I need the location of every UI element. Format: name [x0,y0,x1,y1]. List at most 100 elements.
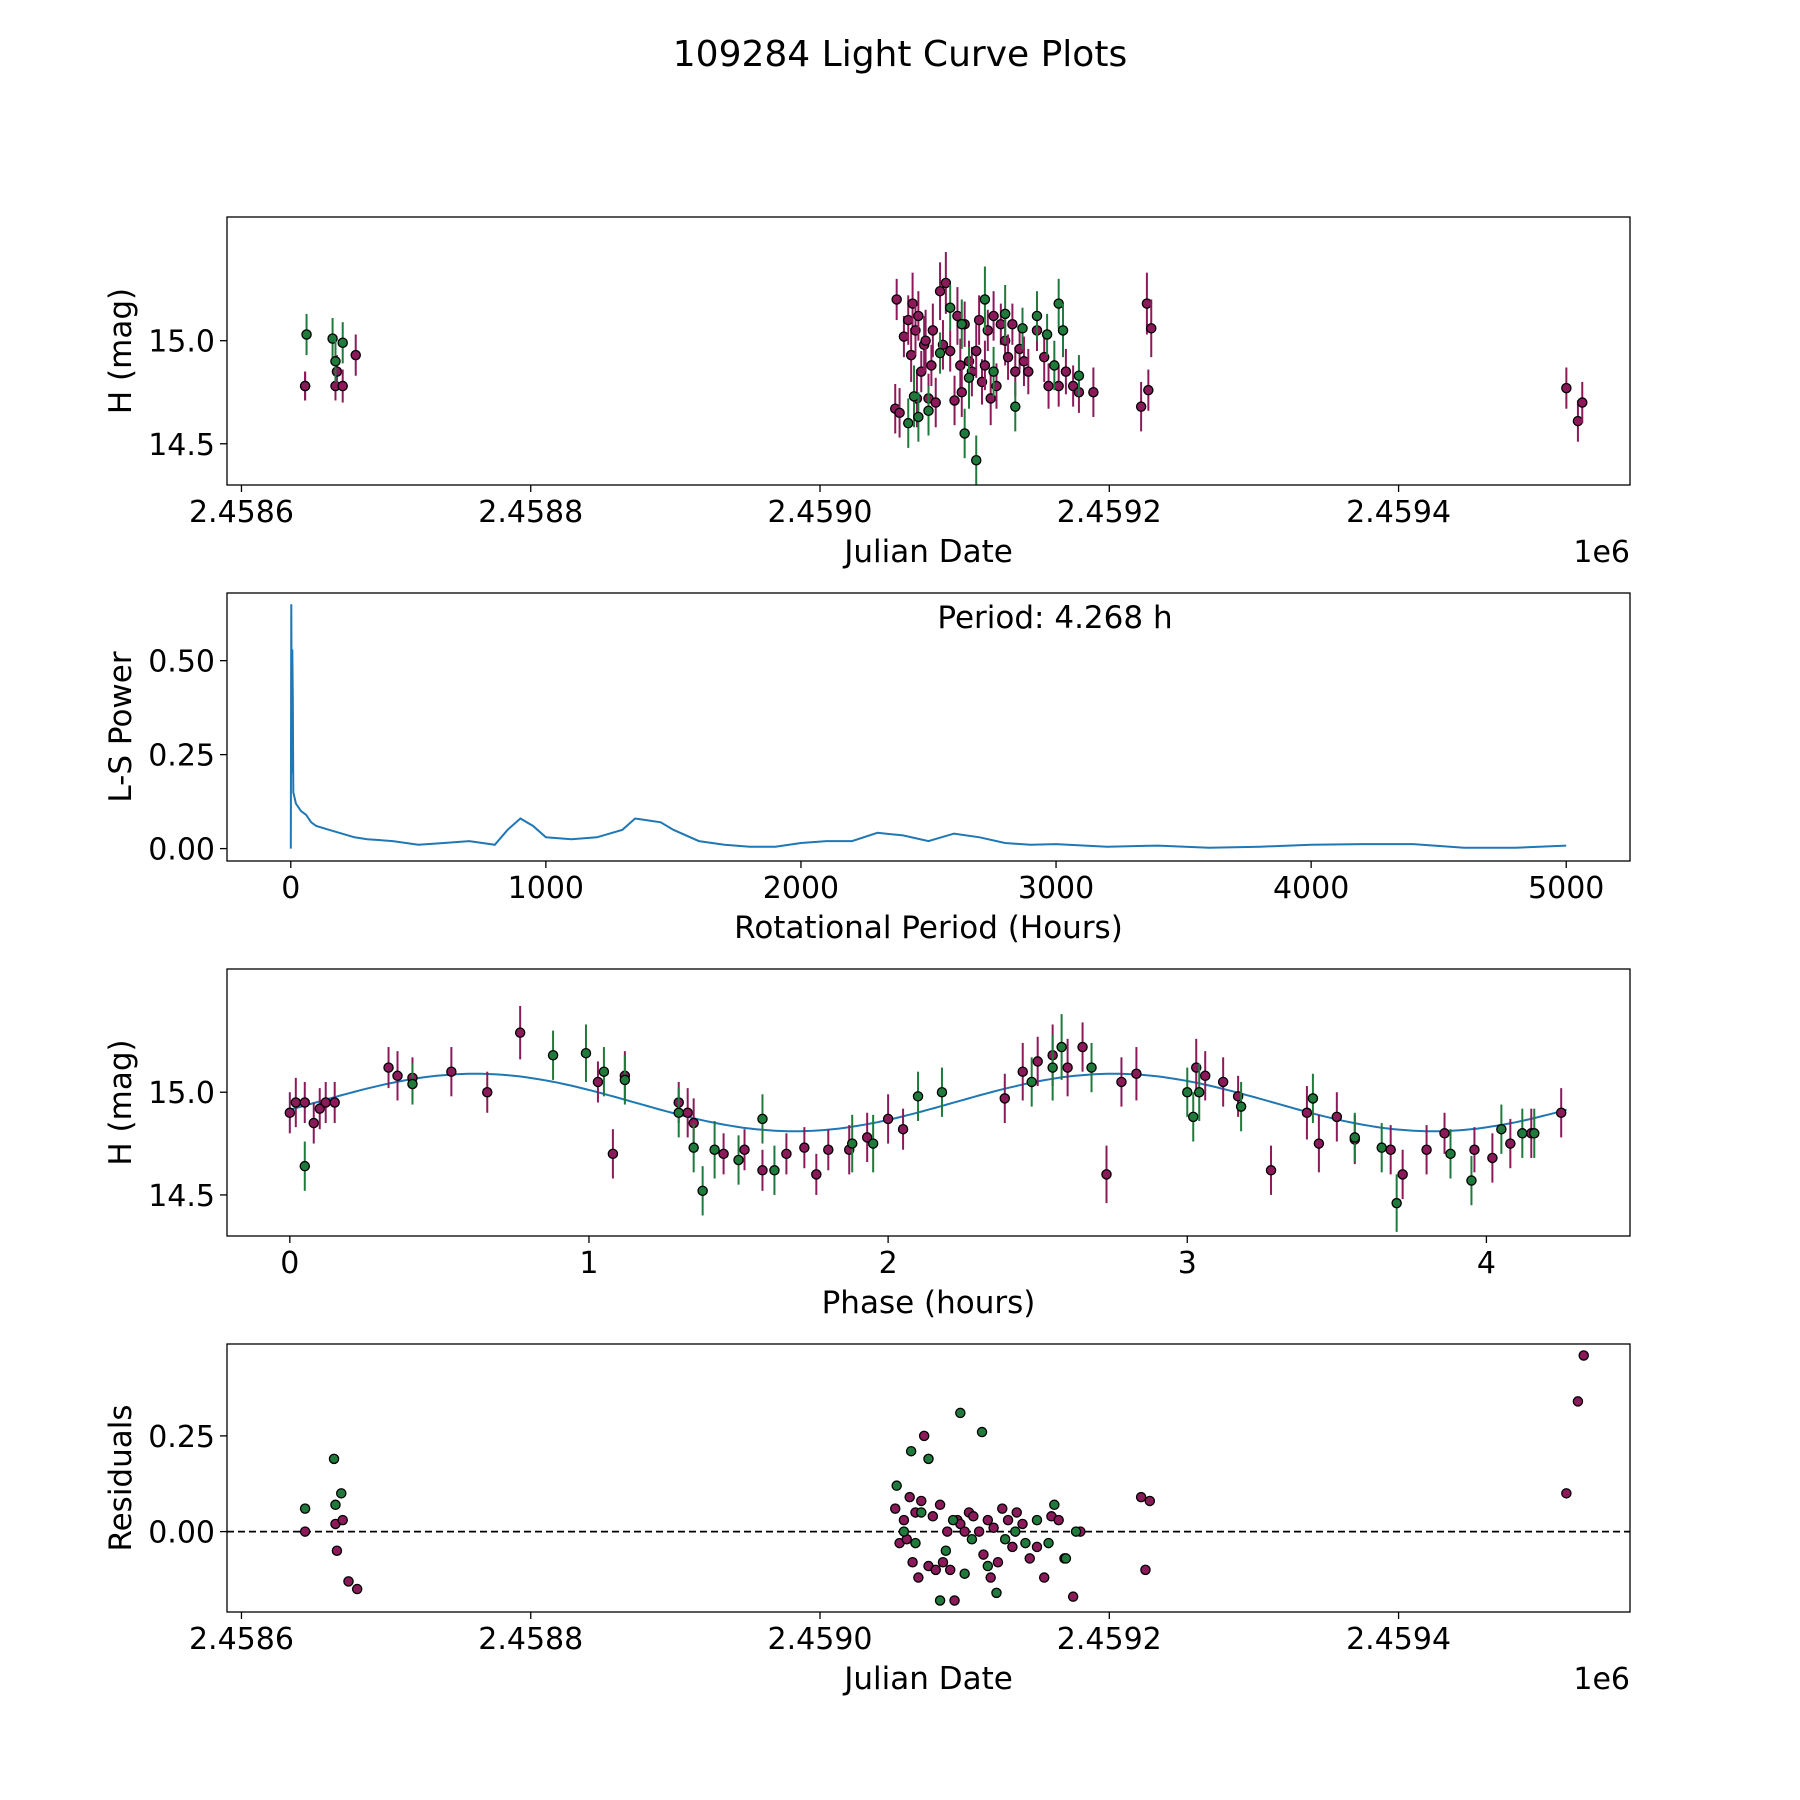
data-point [916,1507,927,1518]
data-point [823,1144,834,1155]
plot-phased: 0 1 2 3 4 15.0 14.5 Phase (hours) H (mag) [103,968,1631,1321]
x-tick-label: 2000 [763,871,839,906]
data-point [330,356,341,367]
data-point [1301,1107,1313,1119]
data-point [927,325,939,336]
data-point [861,1132,873,1143]
data-point [934,1595,946,1606]
x-tick-label: 1 [579,1246,598,1281]
data-point [1561,1488,1572,1499]
data-point [1487,1152,1498,1164]
data-point [955,1407,966,1419]
data-point [1517,1128,1528,1139]
data-point [903,417,914,429]
y-tick-label: 15.0 [148,1076,215,1111]
data-point [1067,1591,1079,1602]
data-point [997,1503,1008,1514]
data-point [1505,1138,1516,1149]
data-point [1018,356,1030,367]
y-tick-label: 15.0 [148,325,215,360]
x-tick-label: 3000 [1018,871,1094,906]
data-point [930,397,941,408]
x-tick-label: 4000 [1273,871,1349,906]
data-point [930,1564,941,1576]
data-point [891,294,902,305]
data-point [992,1556,1004,1568]
x-tick-label: 2.4586 [189,495,294,530]
data-point [898,331,910,342]
data-point [1529,1128,1540,1139]
data-point [1421,1144,1432,1155]
data-point [894,407,905,419]
data-point [1187,1111,1199,1123]
y-axis-label: Residuals [103,1404,139,1551]
data-point [999,308,1011,320]
axes-frame [226,1343,1631,1613]
x-axis-label: Rotational Period (Hours) [734,910,1123,946]
data-point [769,1165,780,1176]
data-point [912,1091,924,1102]
data-point [337,380,348,392]
data-point [897,1123,909,1135]
data-point [757,1113,768,1125]
data-point [1193,1086,1205,1098]
data-point [923,1453,934,1465]
data-point [970,345,982,357]
data-point [1010,401,1021,412]
data-point [1010,1526,1021,1537]
data-point [592,1076,604,1088]
data-point [889,1503,901,1514]
data-point [1101,1169,1112,1180]
data-point [351,1583,363,1595]
plot-area [284,1005,1567,1232]
periodogram-line [289,604,1567,849]
data-point [290,1097,302,1108]
data-point [999,1093,1011,1104]
data-point [955,360,966,371]
data-point [1199,1070,1211,1082]
data-point [1024,1553,1035,1564]
data-point [944,345,956,357]
data-point [1060,1553,1072,1564]
x-tick-label: 2.4588 [478,1622,583,1657]
axes-frame [226,968,1631,1237]
data-point [970,455,982,466]
data-point [999,1534,1011,1545]
data-point [991,1587,1002,1599]
data-point [392,1070,403,1082]
data-point [1145,323,1157,334]
data-point [1313,1138,1325,1149]
data-point [982,1560,994,1572]
data-point [314,1103,325,1114]
data-point [1011,1507,1022,1518]
plot-area [227,1350,1630,1606]
data-point [1131,1068,1142,1079]
data-point [903,314,914,326]
data-point [1088,386,1099,398]
data-point [1041,329,1053,340]
data-point [337,337,348,349]
data-point [995,318,1007,330]
data-point [619,1074,631,1086]
data-point [1331,1111,1343,1123]
data-point [1182,1086,1193,1098]
data-point [944,1564,956,1576]
data-point [966,1534,978,1545]
x-tick-label: 0 [281,871,300,906]
data-point [1561,382,1572,394]
x-tick-label: 2.4592 [1057,495,1162,530]
data-point [299,1503,311,1514]
plot-area [299,252,1588,485]
data-point [547,1050,559,1061]
y-axis-label: H (mag) [103,288,139,414]
data-point [926,360,937,371]
data-point [343,1576,354,1587]
data-point [682,1107,693,1119]
data-point [446,1066,457,1077]
data-point [1047,1062,1058,1073]
data-point [1062,1062,1073,1073]
data-point [891,1480,902,1491]
data-point [329,1097,340,1108]
data-point [336,1488,347,1499]
data-point [882,1113,894,1125]
